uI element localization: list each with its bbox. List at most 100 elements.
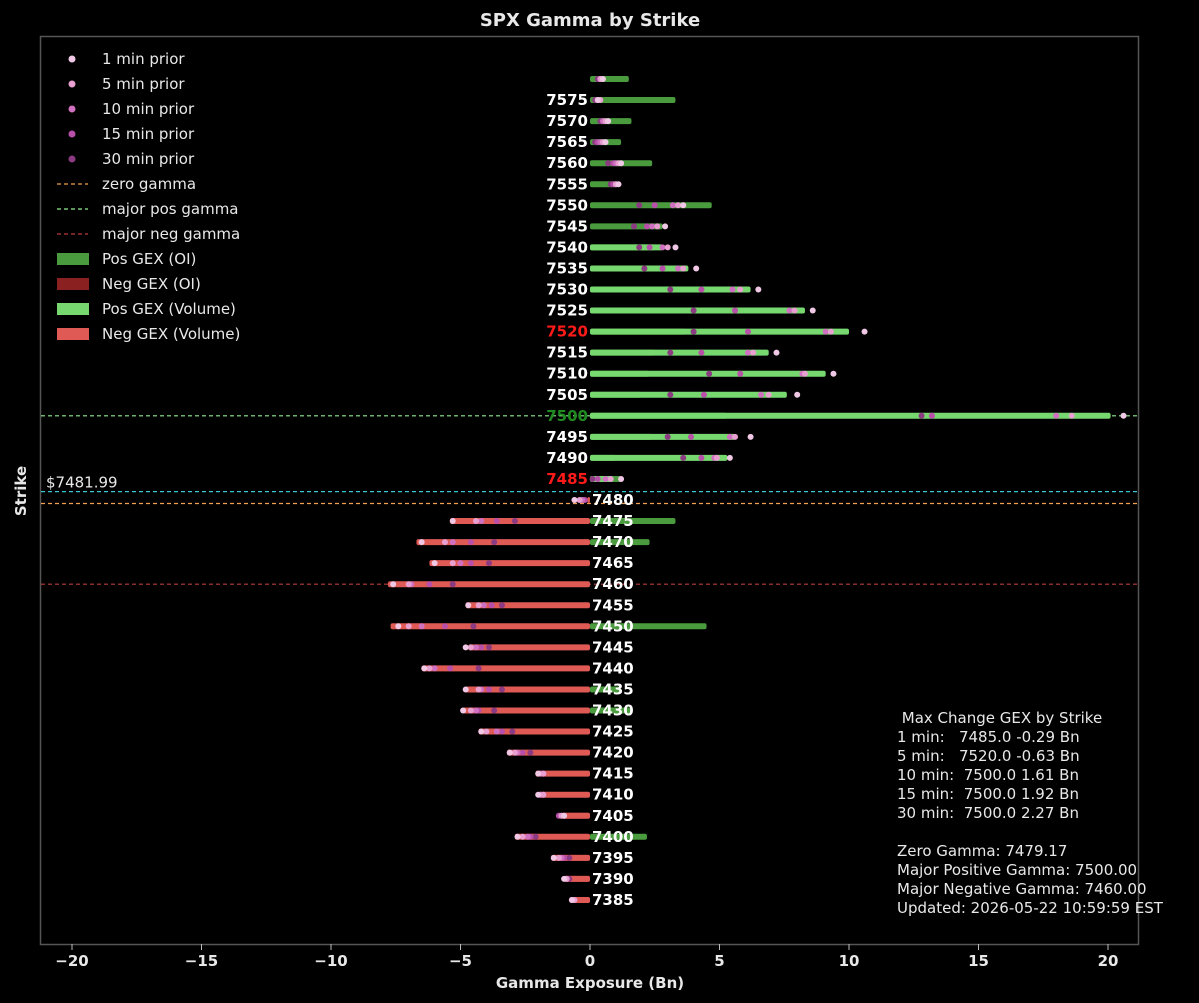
dot-1-min-prior-7565	[602, 139, 609, 146]
dot-5-min-prior-7520	[827, 328, 834, 335]
dot-10-min-prior-7495	[726, 433, 733, 440]
dot-1-min-prior-7405	[561, 812, 568, 819]
dot-5-min-prior-7485	[607, 475, 614, 482]
bar-pos-gex-oi--7400	[590, 833, 647, 840]
dot-30-min-prior-7490	[680, 454, 687, 461]
dot-1-min-prior-7435	[462, 686, 469, 693]
dot-5-min-prior-7465	[449, 560, 456, 567]
info-line-5: 30 min: 7500.0 2.27 Bn	[897, 804, 1079, 822]
strike-label-7475: 7475	[592, 512, 634, 530]
dot-5-min-prior-7460	[405, 581, 412, 588]
prior-points	[390, 76, 1127, 903]
dot-5-min-prior-7510	[801, 370, 808, 377]
dot-1-min-prior-7560	[618, 160, 625, 167]
dot-5-min-prior-7400	[519, 833, 526, 840]
dot-30-min-prior-7470	[491, 539, 498, 546]
info-line-8: Major Positive Gamma: 7500.00	[897, 861, 1137, 879]
bar-pos-gex-oi--7475	[590, 518, 676, 525]
info-line-1: 1 min: 7485.0 -0.29 Bn	[897, 728, 1080, 746]
dot-10-min-prior-7505	[757, 391, 764, 398]
dot-5-min-prior-7505	[765, 391, 772, 398]
legend-pos-gex-volume--marker	[57, 303, 89, 315]
legend-30-min-prior-marker	[68, 155, 76, 163]
strike-label-7480: 7480	[592, 491, 634, 509]
dot-1-min-prior-7385	[568, 896, 575, 903]
dot-30-min-prior-7445	[485, 644, 492, 651]
dot-1-min-prior-7495	[747, 433, 754, 440]
strike-label-7390: 7390	[592, 870, 634, 888]
bar-pos-gex-volume--7515	[590, 349, 769, 356]
dot-1-min-prior-7390	[561, 875, 568, 882]
strike-label-7495: 7495	[546, 428, 588, 446]
dot-1-min-prior-7540	[672, 244, 679, 251]
x-tick-label--10: −10	[314, 952, 347, 970]
dot-10-min-prior-7525	[786, 307, 793, 314]
dot-30-min-prior-7460	[449, 581, 456, 588]
info-line-7: Zero Gamma: 7479.17	[897, 842, 1067, 860]
dot-1-min-prior-7575	[594, 97, 601, 104]
bar-pos-gex-oi--7435	[590, 686, 622, 693]
dot-1-min-prior-7460	[390, 581, 397, 588]
dot-15-min-prior-7540	[646, 244, 653, 251]
dot-10-min-prior-7485	[602, 475, 609, 482]
info-line-3: 10 min: 7500.0 1.61 Bn	[897, 766, 1079, 784]
chart-title: SPX Gamma by Strike	[480, 10, 700, 31]
dot-5-min-prior-7420	[511, 749, 518, 756]
dot-30-min-prior-7545	[631, 223, 638, 230]
dot-5-min-prior-7545	[654, 223, 661, 230]
info-line-4: 15 min: 7500.0 1.92 Bn	[897, 785, 1079, 803]
bar-neg-gex-volume--7430	[463, 707, 590, 714]
dot-1-min-prior-7555	[615, 181, 622, 188]
strike-label-7535: 7535	[546, 259, 588, 277]
legend-pos-gex-oi--marker	[57, 253, 89, 265]
dot-5-min-prior-7455	[475, 602, 482, 609]
legend-5-min-prior-label: 5 min prior	[102, 75, 185, 93]
strike-label-7450: 7450	[592, 617, 634, 635]
strike-label-7550: 7550	[546, 196, 588, 214]
x-tick-label--5: −5	[449, 952, 472, 970]
dot-10-min-prior-7425	[493, 728, 500, 735]
strike-label-7410: 7410	[592, 786, 634, 804]
dot-1-min-prior-7500	[1120, 412, 1127, 419]
strike-label-7490: 7490	[546, 449, 588, 467]
legend-pos-gex-oi--label: Pos GEX (OI)	[102, 250, 196, 268]
bar-neg-gex-volume--7445	[468, 644, 590, 651]
bar-neg-gex-volume--7405	[561, 812, 590, 819]
dot-1-min-prior-7550	[680, 202, 687, 209]
dot-10-min-prior-7455	[480, 602, 487, 609]
dot-15-min-prior-7495	[688, 433, 695, 440]
legend-5-min-prior-marker	[68, 80, 76, 88]
dot-10-min-prior-7500	[1053, 412, 1060, 419]
dot-15-min-prior-7525	[732, 307, 739, 314]
bar-pos-gex-volume--7505	[590, 391, 787, 398]
dot-5-min-prior-7445	[467, 644, 474, 651]
bar-neg-gex-volume--7425	[478, 728, 590, 735]
info-line-10: Updated: 2026-05-22 10:59:59 EST	[897, 899, 1164, 917]
strike-label-7405: 7405	[592, 807, 634, 825]
strike-label-7515: 7515	[546, 344, 588, 362]
strike-label-7570: 7570	[546, 112, 588, 130]
dot-1-min-prior-7510	[830, 370, 837, 377]
dot-1-min-prior-7505	[794, 391, 801, 398]
dot-1-min-prior-7455	[465, 602, 472, 609]
dot-1-min-prior-7480	[571, 497, 578, 503]
dot-30-min-prior-7495	[664, 433, 671, 440]
dot-1-min-prior-7525	[809, 307, 816, 314]
strike-label-7430: 7430	[592, 702, 634, 720]
dot-5-min-prior-7410	[540, 791, 547, 798]
legend-30-min-prior-label: 30 min prior	[102, 150, 195, 168]
dot-30-min-prior-7465	[485, 560, 492, 567]
dot-30-min-prior-7535	[641, 265, 648, 272]
dot-30-min-prior-7420	[527, 749, 534, 756]
bar-neg-gex-volume--7470	[416, 539, 590, 546]
info-line-0: Max Change GEX by Strike	[897, 709, 1102, 727]
dot-5-min-prior-7395	[555, 854, 562, 861]
legend-1-min-prior-label: 1 min prior	[102, 50, 185, 68]
dot-15-min-prior-7490	[698, 454, 705, 461]
dot-15-min-prior-7445	[478, 644, 485, 651]
bar-pos-gex-oi--7550	[590, 202, 712, 209]
dot-15-min-prior-7505	[700, 391, 707, 398]
legend-10-min-prior-label: 10 min prior	[102, 100, 195, 118]
dot-10-min-prior-7545	[649, 223, 656, 230]
